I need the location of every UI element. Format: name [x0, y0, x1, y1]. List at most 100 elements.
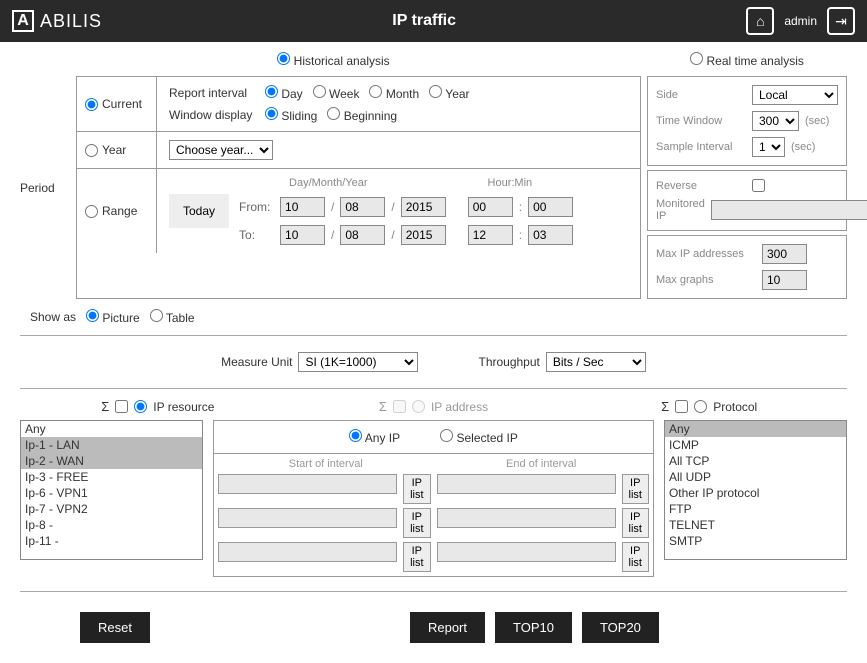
- start-ip-input[interactable]: [218, 508, 397, 528]
- reportinterval-day[interactable]: Day: [265, 85, 303, 101]
- sigma-icon: Σ: [101, 399, 109, 414]
- reverse-label: Reverse: [656, 180, 746, 192]
- iplist-button[interactable]: IP list: [403, 508, 430, 538]
- to-min-input[interactable]: [528, 225, 573, 245]
- startinterval-label: Start of interval: [218, 458, 433, 470]
- list-item[interactable]: ICMP: [665, 437, 846, 453]
- year-select[interactable]: Choose year...: [169, 140, 273, 160]
- maxip-input[interactable]: [762, 244, 807, 264]
- sigma-icon: Σ: [379, 399, 387, 414]
- maxip-label: Max IP addresses: [656, 248, 756, 260]
- top10-button[interactable]: TOP10: [495, 612, 572, 643]
- sampleinterval-select[interactable]: 1: [752, 137, 785, 157]
- logout-icon[interactable]: ⇥: [827, 7, 855, 35]
- protocol-sigma-checkbox[interactable]: [675, 400, 688, 413]
- end-ip-input[interactable]: [437, 542, 616, 562]
- page-title: IP traffic: [102, 12, 746, 30]
- ipresource-label: IP resource: [153, 400, 214, 414]
- start-ip-input[interactable]: [218, 542, 397, 562]
- windowdisplay-sliding[interactable]: Sliding: [265, 107, 317, 123]
- list-item[interactable]: All UDP: [665, 469, 846, 485]
- reportinterval-year[interactable]: Year: [429, 85, 469, 101]
- iplist-button[interactable]: IP list: [622, 474, 649, 504]
- app-header: A ABILIS IP traffic ⌂ admin ⇥: [0, 0, 867, 42]
- timewindow-label: Time Window: [656, 115, 746, 127]
- reportinterval-week[interactable]: Week: [313, 85, 360, 101]
- logo: A ABILIS: [12, 10, 102, 32]
- reset-button[interactable]: Reset: [80, 612, 150, 643]
- monitoredip-label: Monitored IP: [656, 198, 705, 222]
- realtime-radio[interactable]: Real time analysis: [690, 54, 804, 68]
- from-month-input[interactable]: [340, 197, 385, 217]
- measureunit-label: Measure Unit: [221, 355, 292, 369]
- end-ip-input[interactable]: [437, 508, 616, 528]
- protocol-listbox[interactable]: AnyICMPAll TCPAll UDPOther IP protocolFT…: [664, 420, 847, 560]
- maxgraphs-label: Max graphs: [656, 274, 756, 286]
- to-month-input[interactable]: [340, 225, 385, 245]
- list-item[interactable]: TELNET: [665, 517, 846, 533]
- timewindow-select[interactable]: 300: [752, 111, 799, 131]
- current-radio[interactable]: [85, 98, 98, 111]
- home-icon[interactable]: ⌂: [746, 7, 774, 35]
- list-item[interactable]: Ip-8 -: [21, 517, 202, 533]
- from-hour-input[interactable]: [468, 197, 513, 217]
- report-button[interactable]: Report: [410, 612, 485, 643]
- from-min-input[interactable]: [528, 197, 573, 217]
- table-radio[interactable]: Table: [150, 309, 195, 325]
- list-item[interactable]: Ip-6 - VPN1: [21, 485, 202, 501]
- hm-header: Hour:Min: [488, 177, 533, 189]
- ipresource-listbox[interactable]: AnyIp-1 - LANIp-2 - WANIp-3 - FREEIp-6 -…: [20, 420, 203, 560]
- throughput-select[interactable]: Bits / Sec: [546, 352, 646, 372]
- to-label: To:: [239, 228, 274, 242]
- to-year-input[interactable]: [401, 225, 446, 245]
- list-item[interactable]: Any: [665, 421, 846, 437]
- reverse-checkbox[interactable]: [752, 179, 765, 192]
- protocol-radio[interactable]: [694, 400, 707, 413]
- iplist-button[interactable]: IP list: [403, 542, 430, 572]
- list-item[interactable]: SMTP: [665, 533, 846, 549]
- list-item[interactable]: Other IP protocol: [665, 485, 846, 501]
- to-day-input[interactable]: [280, 225, 325, 245]
- iplist-button[interactable]: IP list: [622, 508, 649, 538]
- iplist-button[interactable]: IP list: [622, 542, 649, 572]
- list-item[interactable]: Ip-11 -: [21, 533, 202, 549]
- today-button[interactable]: Today: [169, 194, 229, 228]
- start-ip-input[interactable]: [218, 474, 397, 494]
- showas-label: Show as: [30, 310, 76, 324]
- list-item[interactable]: Ip-1 - LAN: [21, 437, 202, 453]
- anyip-radio[interactable]: Any IP: [349, 429, 400, 445]
- top20-button[interactable]: TOP20: [582, 612, 659, 643]
- historical-radio[interactable]: Historical analysis: [277, 54, 389, 68]
- ipaddress-label: IP address: [431, 400, 488, 414]
- ipresource-radio[interactable]: [134, 400, 147, 413]
- throughput-label: Throughput: [478, 355, 539, 369]
- end-ip-input[interactable]: [437, 474, 616, 494]
- monitoredip-input[interactable]: [711, 200, 867, 220]
- side-select[interactable]: Local: [752, 85, 838, 105]
- to-hour-input[interactable]: [468, 225, 513, 245]
- protocol-label: Protocol: [713, 400, 757, 414]
- selectedip-radio[interactable]: Selected IP: [440, 429, 518, 445]
- sampleinterval-label: Sample Interval: [656, 141, 746, 153]
- from-year-input[interactable]: [401, 197, 446, 217]
- measureunit-select[interactable]: SI (1K=1000): [298, 352, 418, 372]
- maxgraphs-input[interactable]: [762, 270, 807, 290]
- endinterval-label: End of interval: [434, 458, 649, 470]
- year-radio[interactable]: [85, 144, 98, 157]
- list-item[interactable]: Ip-7 - VPN2: [21, 501, 202, 517]
- iplist-button[interactable]: IP list: [403, 474, 430, 504]
- side-label: Side: [656, 89, 746, 101]
- sigma-icon: Σ: [661, 399, 669, 414]
- reportinterval-month[interactable]: Month: [369, 85, 419, 101]
- list-item[interactable]: All TCP: [665, 453, 846, 469]
- range-radio[interactable]: [85, 205, 98, 218]
- windowdisplay-beginning[interactable]: Beginning: [327, 107, 397, 123]
- list-item[interactable]: Ip-3 - FREE: [21, 469, 202, 485]
- picture-radio[interactable]: Picture: [86, 309, 140, 325]
- from-day-input[interactable]: [280, 197, 325, 217]
- list-item[interactable]: Any: [21, 421, 202, 437]
- list-item[interactable]: Ip-2 - WAN: [21, 453, 202, 469]
- list-item[interactable]: FTP: [665, 501, 846, 517]
- ipresource-sigma-checkbox[interactable]: [115, 400, 128, 413]
- period-label: Period: [20, 76, 70, 299]
